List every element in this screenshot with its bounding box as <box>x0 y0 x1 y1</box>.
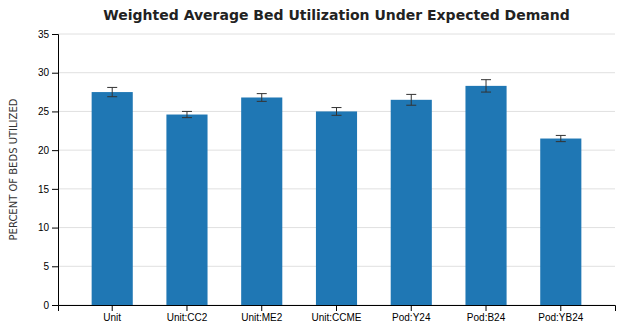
y-axis-line <box>52 35 59 306</box>
x-tick: Unit:CC2 <box>167 305 208 323</box>
y-tick-label: 20 <box>38 145 50 156</box>
y-tick-mark <box>52 34 58 35</box>
y-tick: 5 <box>43 261 58 272</box>
x-tick-label: Unit:ME2 <box>241 312 283 323</box>
x-tick: Unit <box>103 305 121 323</box>
y-tick: 20 <box>38 145 58 156</box>
plot-area: 0 5 10 15 20 25 30 35 Unit Unit:CC2 Unit:ME2 Unit:C… <box>38 29 616 323</box>
x-tick: Pod:YB24 <box>538 305 583 323</box>
x-tick-mark <box>411 305 412 311</box>
y-tick: 10 <box>38 222 58 233</box>
y-tick-mark <box>52 189 58 190</box>
error-bar <box>257 94 267 102</box>
y-tick: 25 <box>38 106 58 117</box>
x-tick-mark <box>186 305 187 311</box>
y-tick-mark <box>52 266 58 267</box>
x-axis: Unit Unit:CC2 Unit:ME2 Unit:CCME Pod:Y24 Pod:… <box>59 305 616 323</box>
x-tick: Unit:ME2 <box>241 305 283 323</box>
x-tick: Pod:B24 <box>467 305 506 323</box>
error-bar <box>332 108 342 116</box>
x-axis-line <box>59 306 616 312</box>
y-tick-label: 30 <box>38 67 50 78</box>
bar <box>540 139 581 305</box>
grid-line <box>58 34 615 35</box>
bar <box>465 86 506 305</box>
error-bar <box>182 111 192 117</box>
title: Weighted Average Bed Utilization Under E… <box>103 7 569 23</box>
x-tick-mark <box>336 305 337 311</box>
error-bar <box>481 80 491 92</box>
x-tick-mark <box>560 305 561 311</box>
y-tick: 0 <box>43 300 58 311</box>
y-tick-mark <box>52 111 58 112</box>
marks <box>92 80 582 305</box>
y-axis-title: PERCENT OF BEDS UTILIZED <box>8 98 19 240</box>
x-tick-mark <box>261 305 262 311</box>
y-tick-label: 5 <box>43 261 49 272</box>
x-tick-label: Pod:Y24 <box>392 312 431 323</box>
y-tick-label: 25 <box>38 106 50 117</box>
bar <box>391 100 432 305</box>
bar <box>166 115 207 305</box>
x-tick-mark <box>486 305 487 311</box>
x-tick: Unit:CCME <box>311 305 361 323</box>
y-tick-mark <box>52 305 58 306</box>
bar <box>316 111 357 305</box>
error-bar <box>406 94 416 105</box>
bar <box>241 97 282 305</box>
grid-line <box>58 72 615 73</box>
chart: 0 5 10 15 20 25 30 35 Unit Unit:CC2 Unit:ME2 Unit:C… <box>0 0 631 335</box>
x-tick-label: Unit:CCME <box>311 312 361 323</box>
error-bar <box>107 87 117 96</box>
y-tick: 35 <box>38 29 58 40</box>
y-tick: 15 <box>38 184 58 195</box>
y-tick-mark <box>52 73 58 74</box>
y-tick-label: 0 <box>43 300 49 311</box>
x-tick-mark <box>112 305 113 311</box>
bar <box>92 92 133 305</box>
y-tick-mark <box>52 228 58 229</box>
x-tick-label: Unit <box>103 312 121 323</box>
x-tick: Pod:Y24 <box>392 305 431 323</box>
x-tick-label: Unit:CC2 <box>167 312 208 323</box>
y-tick-mark <box>52 150 58 151</box>
y-tick-label: 35 <box>38 29 50 40</box>
y-tick: 30 <box>38 67 58 78</box>
grid <box>58 34 615 305</box>
x-tick-label: Pod:YB24 <box>538 312 583 323</box>
y-tick-label: 15 <box>38 184 50 195</box>
error-bar <box>556 135 566 141</box>
x-tick-label: Pod:B24 <box>467 312 506 323</box>
y-axis: 0 5 10 15 20 25 30 35 <box>38 29 59 311</box>
y-tick-label: 10 <box>38 222 50 233</box>
